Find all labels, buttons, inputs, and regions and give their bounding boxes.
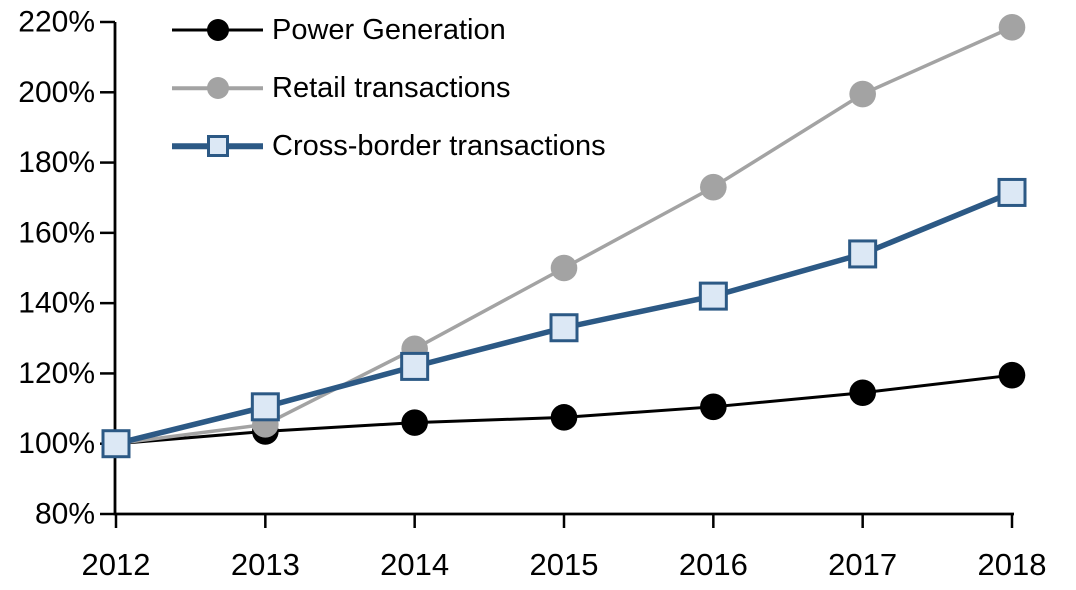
x-axis-tick-label: 2018 [978, 547, 1047, 582]
legend-label-retail-transactions: Retail transactions [272, 71, 511, 104]
power-generation-line-sample [172, 9, 263, 51]
legend-item-power-generation: Power Generation [172, 9, 606, 51]
power-generation-point-2014 [401, 409, 428, 436]
cross-border-transactions-point-2012 [101, 429, 131, 459]
gray-circle-marker-icon [206, 77, 229, 99]
y-axis-tick-label: 220% [18, 6, 95, 39]
retail-transactions-point-2017 [849, 80, 876, 108]
power-generation-point-2018 [998, 361, 1026, 389]
retail-transactions-line-sample [172, 67, 263, 109]
power-generation-point-2015 [550, 404, 578, 431]
retail-transactions-point-2018 [998, 13, 1026, 41]
y-axis-tick-label: 180% [18, 146, 95, 179]
y-axis-tick-label: 120% [18, 357, 95, 390]
cross-border-transactions-point-2014 [400, 351, 430, 381]
x-axis-tick-label: 2013 [231, 547, 300, 582]
y-axis-tick-label: 100% [18, 427, 95, 460]
blue-square-marker-icon [206, 135, 229, 157]
x-axis-tick-label: 2015 [530, 547, 599, 582]
cross-border-transactions-line-sample [172, 125, 263, 167]
legend-item-retail-transactions: Retail transactions [172, 67, 606, 109]
y-axis-tick-label: 200% [18, 76, 95, 109]
y-axis-tick-label: 140% [18, 287, 95, 320]
retail-transactions-point-2016 [700, 173, 727, 201]
legend-label-power-generation: Power Generation [272, 13, 506, 46]
cross-border-transactions-point-2015 [549, 313, 579, 343]
black-circle-marker-icon [206, 19, 229, 41]
cross-border-transactions-point-2018 [997, 177, 1027, 207]
y-axis-tick-label: 160% [18, 216, 95, 249]
x-axis-tick-label: 2016 [679, 547, 748, 582]
x-axis-tick-label: 2014 [380, 547, 449, 582]
cross-border-transactions-point-2017 [848, 239, 878, 269]
power-generation-point-2017 [849, 379, 876, 407]
cross-border-transactions-point-2016 [698, 281, 728, 311]
y-axis-tick-label: 80% [35, 498, 95, 531]
cross-border-transactions-point-2013 [250, 392, 280, 422]
retail-transactions-point-2015 [550, 254, 578, 282]
legend-label-cross-border-transactions: Cross-border transactions [272, 129, 606, 162]
legend-item-cross-border-transactions: Cross-border transactions [172, 125, 606, 167]
x-axis-tick-label: 2017 [828, 547, 897, 582]
x-axis-tick-label: 2012 [82, 547, 151, 582]
chart-legend: Power Generation Retail transactions Cro… [172, 9, 606, 167]
power-generation-point-2016 [700, 393, 727, 421]
